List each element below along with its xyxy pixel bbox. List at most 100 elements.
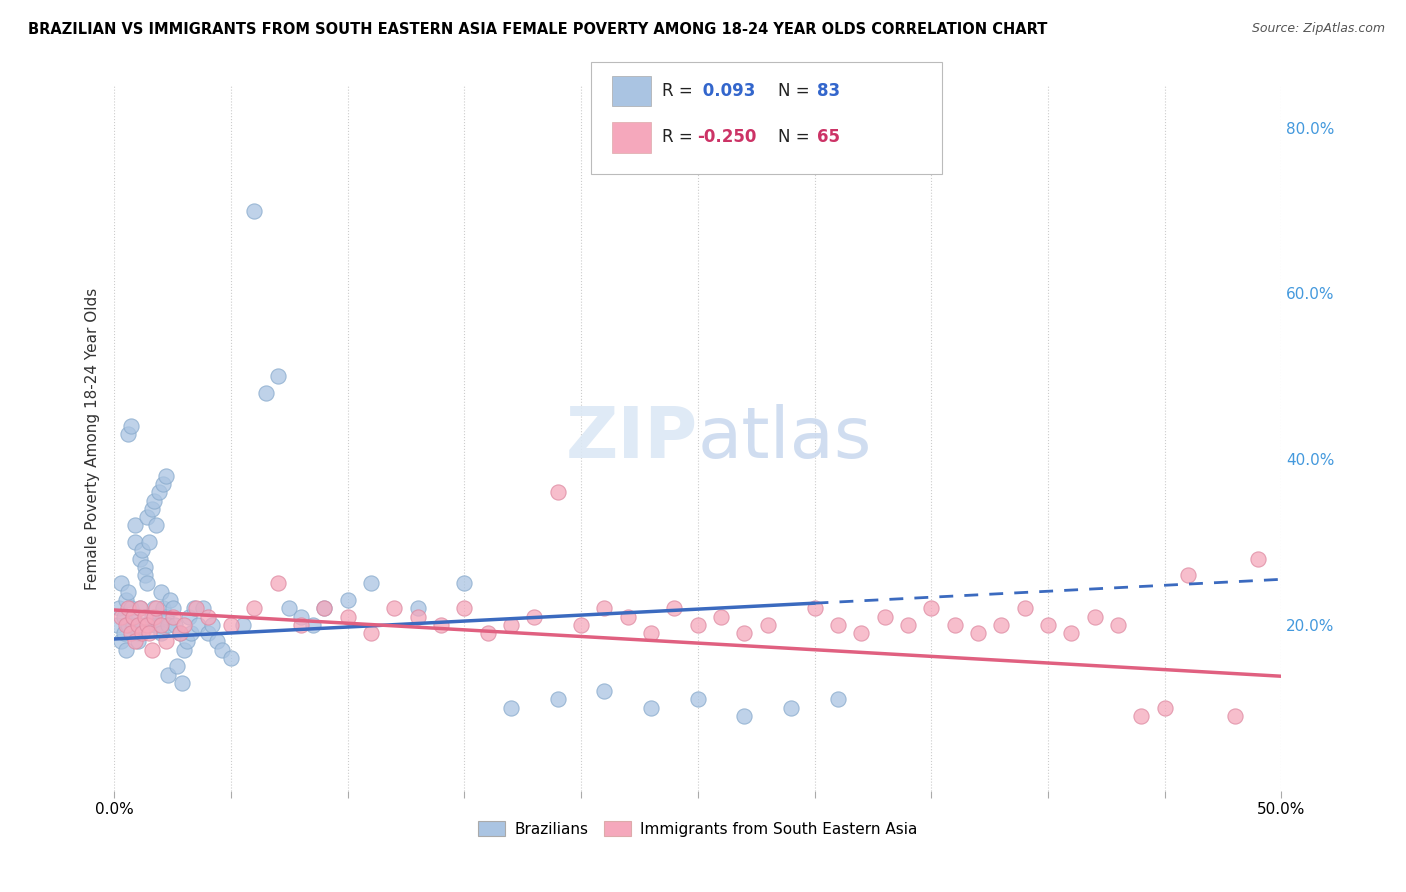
Point bbox=[686, 692, 709, 706]
Point bbox=[141, 642, 163, 657]
Point bbox=[803, 601, 825, 615]
Point bbox=[205, 634, 228, 648]
Point bbox=[135, 510, 157, 524]
Point bbox=[117, 584, 139, 599]
Point bbox=[406, 609, 429, 624]
Point bbox=[232, 618, 254, 632]
Point bbox=[710, 609, 733, 624]
Point bbox=[110, 576, 132, 591]
Point bbox=[159, 593, 181, 607]
Point bbox=[243, 601, 266, 615]
Point bbox=[1036, 618, 1059, 632]
Point bbox=[219, 651, 242, 665]
Point bbox=[547, 692, 569, 706]
Point bbox=[127, 618, 149, 632]
Point bbox=[134, 560, 156, 574]
Point bbox=[163, 618, 186, 632]
Point bbox=[430, 618, 453, 632]
Point bbox=[152, 477, 174, 491]
Point bbox=[756, 618, 779, 632]
Point bbox=[290, 618, 312, 632]
Text: ZIP: ZIP bbox=[565, 404, 697, 473]
Point bbox=[142, 609, 165, 624]
Point bbox=[197, 609, 219, 624]
Point bbox=[115, 593, 138, 607]
Point bbox=[254, 385, 277, 400]
Point bbox=[127, 626, 149, 640]
Point bbox=[243, 203, 266, 218]
Point bbox=[138, 618, 160, 632]
Text: atlas: atlas bbox=[697, 404, 872, 473]
Point bbox=[120, 601, 142, 615]
Point bbox=[360, 626, 382, 640]
Point bbox=[616, 609, 638, 624]
Point bbox=[117, 618, 139, 632]
Point bbox=[477, 626, 499, 640]
Y-axis label: Female Poverty Among 18-24 Year Olds: Female Poverty Among 18-24 Year Olds bbox=[86, 287, 100, 590]
Point bbox=[173, 642, 195, 657]
Point bbox=[170, 676, 193, 690]
Point bbox=[183, 601, 205, 615]
Point bbox=[156, 667, 179, 681]
Text: R =: R = bbox=[662, 82, 699, 100]
Point bbox=[112, 626, 135, 640]
Point bbox=[156, 618, 179, 632]
Point bbox=[166, 659, 188, 673]
Point bbox=[142, 493, 165, 508]
Point bbox=[141, 609, 163, 624]
Point bbox=[301, 618, 323, 632]
Point bbox=[176, 634, 198, 648]
Point bbox=[211, 642, 233, 657]
Point bbox=[1060, 626, 1083, 640]
Point bbox=[278, 601, 301, 615]
Point bbox=[180, 626, 202, 640]
Point bbox=[145, 601, 167, 615]
Point bbox=[148, 485, 170, 500]
Point bbox=[141, 502, 163, 516]
Point bbox=[124, 535, 146, 549]
Point bbox=[360, 576, 382, 591]
Point bbox=[177, 609, 200, 624]
Point bbox=[155, 468, 177, 483]
Point bbox=[138, 535, 160, 549]
Point bbox=[131, 543, 153, 558]
Point bbox=[593, 684, 616, 698]
Point bbox=[943, 618, 966, 632]
Point bbox=[734, 709, 756, 723]
Point bbox=[117, 601, 139, 615]
Point bbox=[191, 601, 214, 615]
Point bbox=[115, 642, 138, 657]
Point bbox=[120, 626, 142, 640]
Point bbox=[1153, 700, 1175, 714]
Point bbox=[121, 609, 143, 624]
Point bbox=[967, 626, 990, 640]
Point bbox=[569, 618, 592, 632]
Point bbox=[131, 618, 153, 632]
Point bbox=[128, 551, 150, 566]
Point bbox=[145, 518, 167, 533]
Point bbox=[827, 618, 849, 632]
Point bbox=[148, 618, 170, 632]
Point bbox=[169, 626, 191, 640]
Point bbox=[897, 618, 920, 632]
Point bbox=[110, 609, 132, 624]
Point bbox=[990, 618, 1012, 632]
Point bbox=[187, 618, 209, 632]
Point bbox=[686, 618, 709, 632]
Point bbox=[173, 618, 195, 632]
Point bbox=[1130, 709, 1153, 723]
Point bbox=[142, 601, 165, 615]
Point bbox=[117, 427, 139, 442]
Point bbox=[197, 626, 219, 640]
Text: BRAZILIAN VS IMMIGRANTS FROM SOUTH EASTERN ASIA FEMALE POVERTY AMONG 18-24 YEAR : BRAZILIAN VS IMMIGRANTS FROM SOUTH EASTE… bbox=[28, 22, 1047, 37]
Point bbox=[152, 601, 174, 615]
Point bbox=[593, 601, 616, 615]
Point bbox=[149, 626, 172, 640]
Point bbox=[499, 618, 522, 632]
Point bbox=[336, 609, 359, 624]
Point bbox=[128, 601, 150, 615]
Point bbox=[112, 609, 135, 624]
Point bbox=[1177, 568, 1199, 582]
Point bbox=[1223, 709, 1246, 723]
Legend: Brazilians, Immigrants from South Eastern Asia: Brazilians, Immigrants from South Easter… bbox=[471, 814, 924, 843]
